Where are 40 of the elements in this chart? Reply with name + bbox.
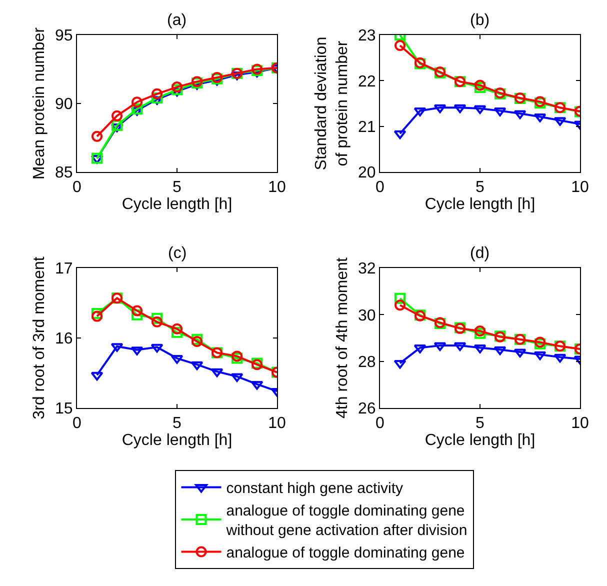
y-tick-label: 17	[55, 260, 73, 278]
y-axis-title: 4th root of 4th moment	[334, 256, 351, 418]
x-tick-label: 5	[172, 179, 182, 196]
x-axis-title: Cycle length [h]	[122, 432, 232, 450]
x-tick-label: 0	[72, 415, 82, 432]
chart-title: (b)	[470, 12, 490, 29]
y-axis-title: 3rd root of 3rd moment	[30, 256, 48, 420]
y-tick-label: 28	[358, 354, 376, 371]
y-tick-label: 90	[55, 96, 73, 114]
y-tick-label: 20	[358, 164, 376, 182]
x-tick-label: 10	[571, 179, 589, 196]
chart-title: (d)	[470, 245, 490, 262]
y-tick-label: 32	[358, 260, 376, 278]
x-tick-label: 10	[268, 415, 286, 432]
chart-title: (c)	[168, 245, 187, 262]
x-axis-title: Cycle length [h]	[122, 196, 232, 214]
y-tick-label: 16	[55, 330, 73, 348]
legend-label: analogue of toggle dominating gene	[226, 544, 465, 562]
y-tick-label: 26	[358, 400, 376, 418]
chart-title: (a)	[167, 12, 187, 29]
y-tick-label: 30	[358, 307, 376, 324]
y-tick-label: 85	[55, 164, 73, 182]
x-axis-title: Cycle length [h]	[424, 432, 536, 450]
y-tick-label: 22	[358, 73, 376, 90]
y-tick-label: 21	[358, 118, 376, 136]
x-tick-label: 0	[376, 179, 385, 196]
x-tick-label: 10	[571, 415, 589, 432]
x-tick-label: 0	[376, 415, 385, 432]
y-tick-label: 15	[55, 400, 73, 418]
x-tick-label: 10	[268, 179, 286, 196]
y-tick-label: 95	[55, 28, 73, 45]
x-tick-label: 5	[172, 415, 182, 432]
y-axis-title: Standard deviation of protein number	[313, 36, 351, 170]
legend-label: constant high gene activity	[226, 480, 404, 498]
y-tick-label: 23	[358, 28, 376, 45]
x-tick-label: 0	[72, 179, 82, 196]
x-tick-label: 5	[476, 415, 485, 432]
x-axis-title: Cycle length [h]	[424, 196, 536, 214]
y-axis-title: Mean protein number	[30, 26, 48, 180]
x-tick-label: 5	[476, 179, 485, 196]
